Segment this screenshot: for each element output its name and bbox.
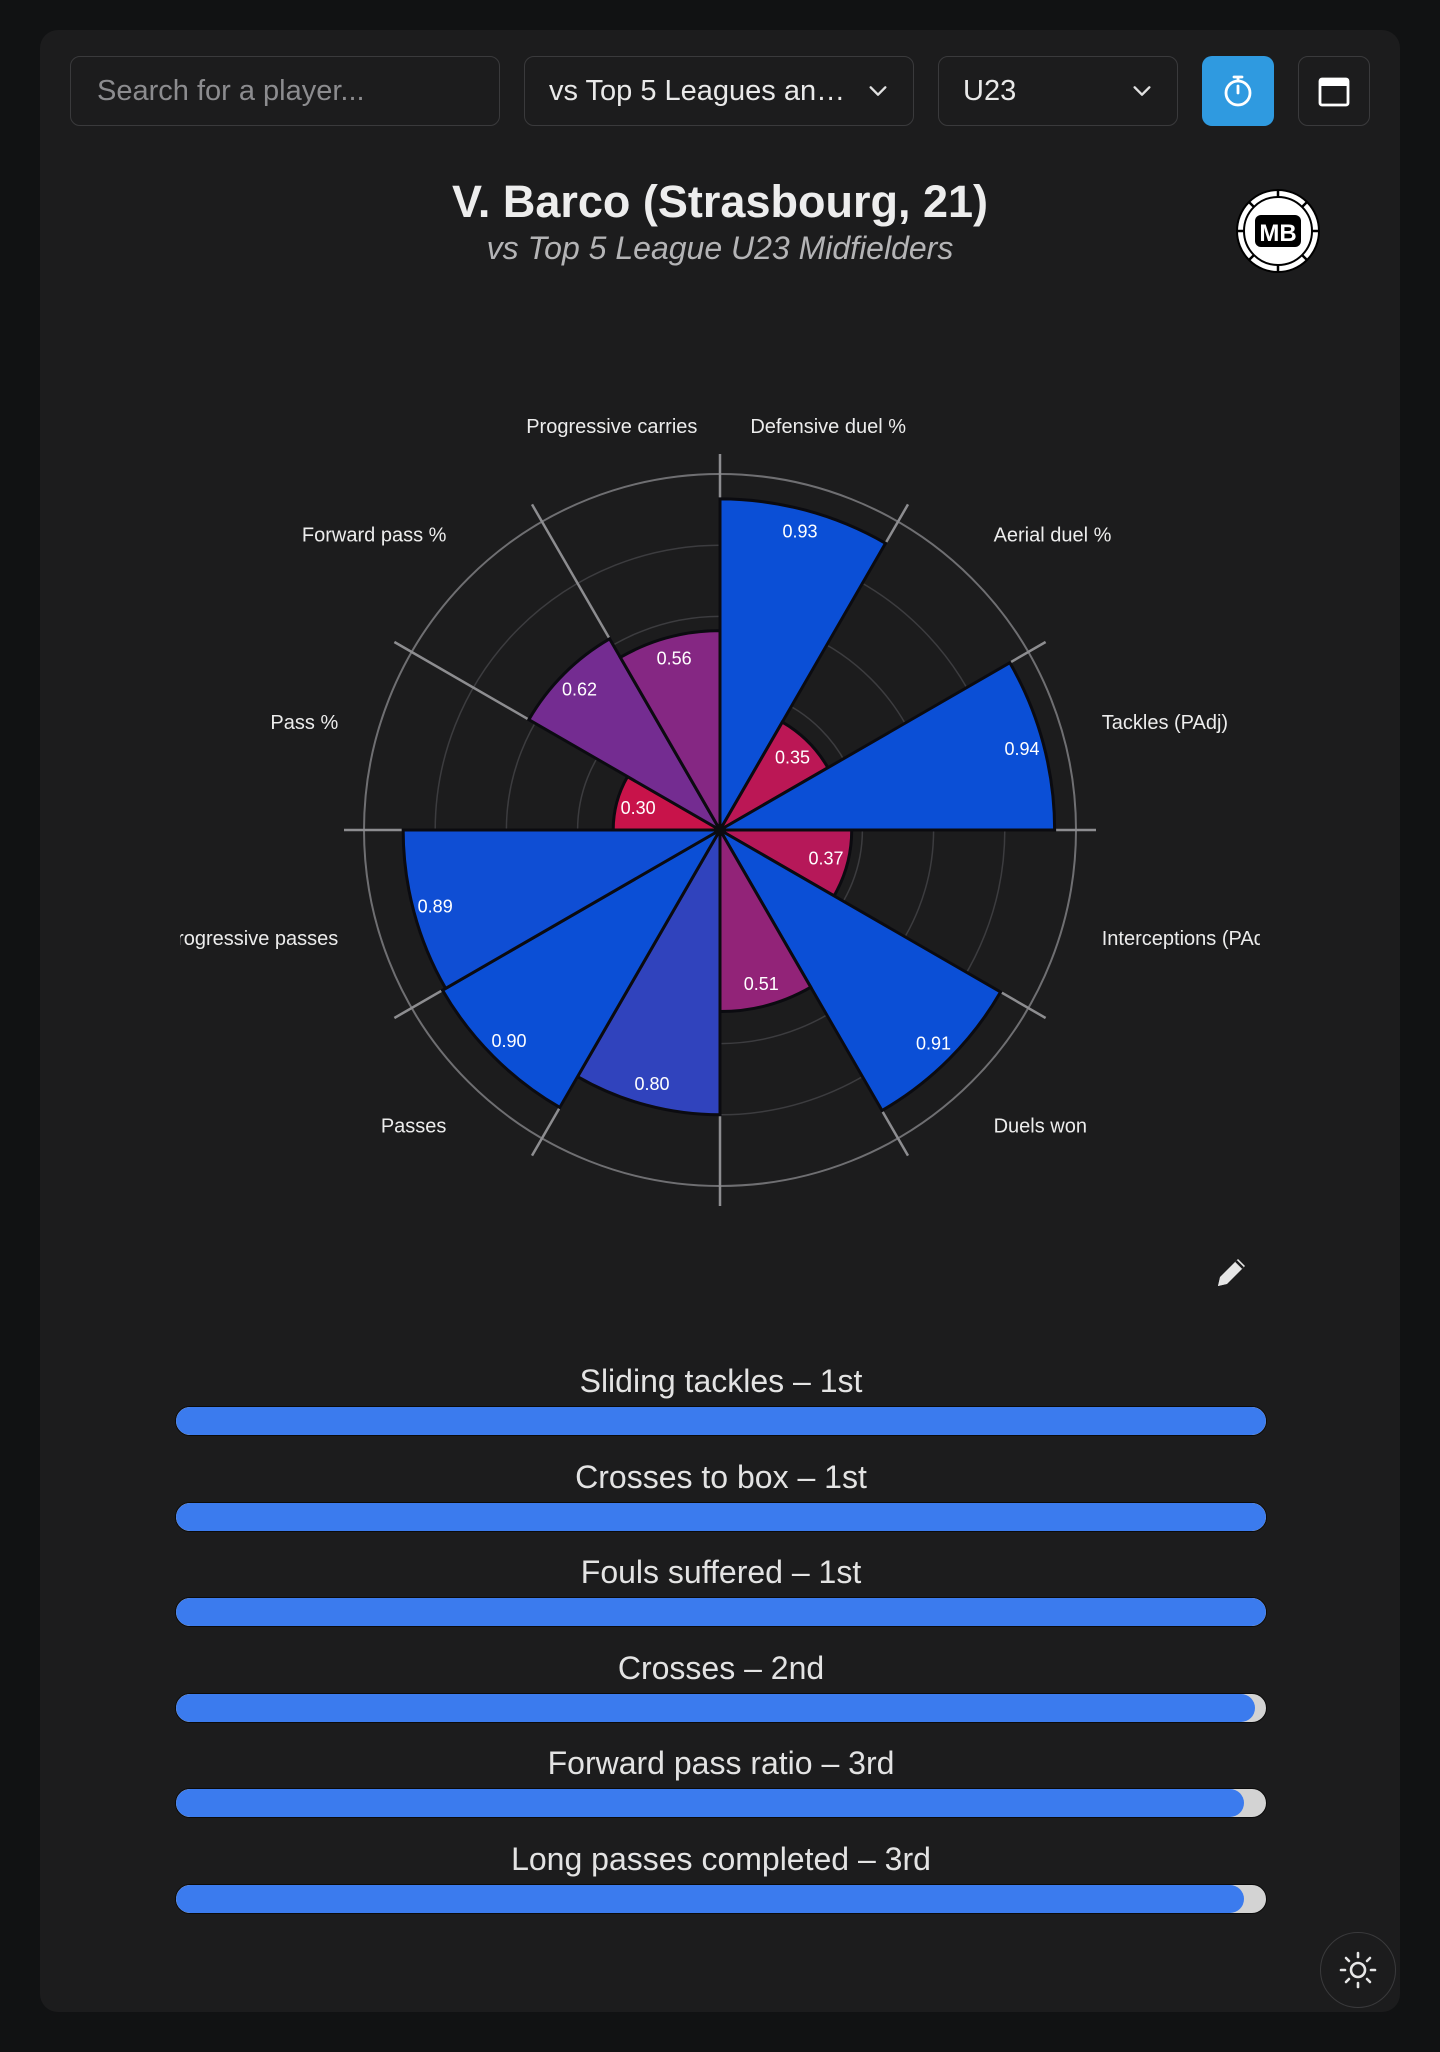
sun-icon <box>1339 1951 1377 1989</box>
percentile-fill <box>176 1789 1245 1817</box>
category-label: Pass % <box>270 712 338 734</box>
comparison-select[interactable]: vs Top 5 Leagues and more <box>524 56 914 126</box>
value-label: 0.35 <box>775 747 810 767</box>
percentile-label: Long passes completed – 3rd <box>511 1840 931 1877</box>
percentile-fill <box>176 1502 1266 1531</box>
value-label: 0.37 <box>808 848 843 868</box>
page-title: V. Barco (Strasbourg, 21) <box>451 176 988 227</box>
category-label: Passes <box>381 1116 447 1138</box>
theme-toggle-button[interactable] <box>1320 1932 1396 2008</box>
percentile-track <box>175 1406 1267 1436</box>
radar-bar <box>714 660 1057 832</box>
age-select[interactable]: U23 <box>938 56 1178 126</box>
percentile-bar-item: Forward pass ratio – 3rd <box>175 1742 1267 1838</box>
category-label: Tackles (PAdj) <box>1102 712 1228 734</box>
page-subtitle: vs Top 5 League U23 Midfielders <box>486 230 954 266</box>
percentile-bar-item: Crosses to box – 1st <box>175 1456 1267 1552</box>
radar-bar <box>401 828 726 991</box>
percentile-track <box>175 1788 1267 1818</box>
category-label: Forward pass % <box>302 524 447 546</box>
percentile-track <box>175 1883 1267 1914</box>
percentile-label: Sliding tackles – 1st <box>579 1363 863 1399</box>
value-label: 0.94 <box>1004 739 1039 759</box>
percentile-label: Crosses to box – 1st <box>575 1458 867 1495</box>
percentile-bar-item: Fouls suffered – 1st <box>175 1551 1267 1647</box>
search-input[interactable] <box>95 73 475 109</box>
percentile-fill <box>176 1598 1266 1626</box>
age-select-value: U23 <box>963 74 1017 107</box>
radar-chart: 0.93 0.35 0.94 0.37 0.91 0.51 0.80 0.90 0.89 0.30… <box>180 416 1260 1206</box>
value-label: 0.89 <box>418 896 453 916</box>
category-label: Defensive duel % <box>750 416 906 438</box>
value-label: 0.93 <box>782 521 817 541</box>
category-label: Duels won <box>994 1116 1087 1138</box>
player-card: vs Top 5 Leagues and more U23 V. Barco (… <box>40 30 1400 2012</box>
percentile-bar-item: Sliding tackles – 1st <box>175 1360 1267 1456</box>
logo: MB <box>1236 189 1320 273</box>
category-label: Aerial duel % <box>994 524 1112 546</box>
category-label: Interceptions (PAdj) <box>1102 928 1260 950</box>
radar-bar <box>718 497 888 836</box>
percentile-fill <box>176 1884 1245 1913</box>
percentile-bars: Sliding tackles – 1st Crosses to box – 1… <box>175 1360 1267 1933</box>
category-label: Progressive carries <box>526 416 697 438</box>
percentile-track <box>175 1692 1267 1723</box>
percentile-label: Fouls suffered – 1st <box>580 1554 862 1590</box>
value-label: 0.56 <box>657 649 692 669</box>
calendar-button[interactable] <box>1298 56 1370 126</box>
timer-button[interactable] <box>1202 56 1274 126</box>
radar-bar <box>718 824 813 1014</box>
chevron-down-icon <box>869 86 887 96</box>
percentile-label: Forward pass ratio – 3rd <box>547 1745 895 1781</box>
pencil-icon[interactable] <box>1212 1252 1252 1292</box>
radar-bar <box>526 636 725 835</box>
radar-bar <box>618 629 722 836</box>
stopwatch-icon <box>1224 75 1252 107</box>
percentile-fill <box>176 1407 1266 1435</box>
radar-bar <box>440 825 725 1110</box>
comparison-select-value: vs Top 5 Leagues and more <box>549 74 849 107</box>
radar-center <box>714 824 726 836</box>
category-label: Progressive passes <box>180 928 338 950</box>
percentile-bar-item: Crosses – 2nd <box>175 1647 1267 1743</box>
value-label: 0.62 <box>562 679 597 699</box>
value-label: 0.90 <box>491 1031 526 1051</box>
radar-bar <box>575 824 722 1117</box>
calendar-icon <box>1318 77 1350 107</box>
logo-text: MB <box>1259 220 1296 247</box>
percentile-track <box>175 1597 1267 1627</box>
value-label: 0.30 <box>621 798 656 818</box>
search-box[interactable] <box>70 56 500 126</box>
percentile-label: Crosses – 2nd <box>617 1649 825 1686</box>
percentile-bar-item: Long passes completed – 3rd <box>175 1838 1267 1934</box>
percentile-fill <box>176 1693 1256 1722</box>
radar-bar <box>715 825 1003 1113</box>
chevron-down-icon <box>1133 86 1151 96</box>
value-label: 0.91 <box>916 1034 951 1054</box>
value-label: 0.51 <box>744 974 779 994</box>
value-label: 0.80 <box>634 1074 669 1094</box>
percentile-track <box>175 1501 1267 1532</box>
